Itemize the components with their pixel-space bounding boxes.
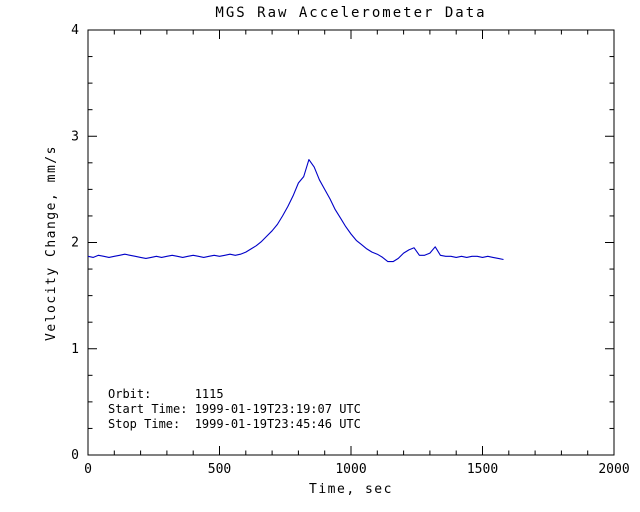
x-tick-label: 2000 bbox=[598, 462, 629, 477]
y-axis-label: Velocity Change, mm/s bbox=[44, 145, 59, 341]
y-tick-label: 0 bbox=[71, 448, 79, 463]
x-axis-label: Time, sec bbox=[309, 482, 393, 497]
chart-title: MGS Raw Accelerometer Data bbox=[215, 5, 486, 21]
x-tick-label: 0 bbox=[84, 462, 92, 477]
x-tick-label: 1000 bbox=[335, 462, 366, 477]
x-tick-label: 1500 bbox=[467, 462, 498, 477]
annotation-stop-time: Stop Time: 1999-01-19T23:45:46 UTC bbox=[108, 417, 361, 431]
annotation-block: Orbit: 1115 Start Time: 1999-01-19T23:19… bbox=[108, 387, 361, 431]
tick-labels: 0 500 1000 1500 2000 0 1 2 3 4 bbox=[71, 23, 629, 477]
data-series bbox=[87, 159, 504, 263]
y-tick-label: 3 bbox=[71, 129, 79, 144]
axes bbox=[87, 29, 615, 456]
y-tick-label: 2 bbox=[71, 236, 79, 251]
x-tick-label: 500 bbox=[208, 462, 231, 477]
annotation-start-time: Start Time: 1999-01-19T23:19:07 UTC bbox=[108, 402, 361, 416]
y-tick-label: 4 bbox=[71, 23, 79, 38]
data-line-velocity-change bbox=[87, 159, 504, 263]
y-tick-label: 1 bbox=[71, 342, 79, 357]
annotation-orbit: Orbit: 1115 bbox=[108, 387, 224, 401]
